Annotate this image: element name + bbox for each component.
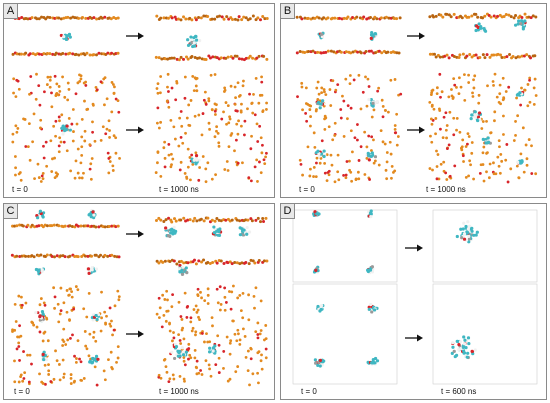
panel-b-scene [295,12,538,184]
membrane [154,216,268,224]
membrane [11,51,120,57]
molecule-cluster [35,209,46,220]
molecule-cluster [186,34,202,49]
molecule-cluster [455,220,479,244]
molecule-cluster [238,225,252,237]
arrow-right-icon [407,32,425,40]
membrane [10,253,121,259]
molecule-cluster [369,31,378,41]
molecule-cluster [481,136,492,146]
molecule-cluster [59,32,72,42]
panel-c-time-end: t = 1000 ns [159,387,199,396]
arrow-right-icon [126,32,144,40]
sim-box [292,283,398,385]
panel-a-scene [11,14,269,184]
molecule-cluster [190,154,201,166]
membrane [295,49,401,55]
bead-field [155,284,268,387]
membrane [154,54,269,62]
bead-field [428,72,538,184]
molecule-cluster [367,209,373,219]
molecule-cluster [178,263,189,276]
molecule-cluster [85,266,99,276]
molecule-cluster [90,312,101,322]
molecule-cluster [366,265,375,275]
molecule-cluster [34,309,46,323]
molecule-cluster [211,225,223,237]
molecule-cluster [163,225,178,238]
panel-d-scene [292,209,538,385]
bead-field [11,72,121,183]
panel-b-time-end: t = 1000 ns [426,185,466,194]
molecule-cluster [367,302,379,314]
molecule-cluster [365,151,378,162]
arrow-right-icon [405,334,423,342]
panel-b-time-start: t = 0 [299,185,315,194]
panel-b-label: B [281,4,295,19]
membrane [155,258,269,266]
molecule-cluster [314,149,327,159]
molecule-cluster [513,19,527,31]
arrow-right-icon [126,126,144,134]
molecule-cluster [316,303,325,313]
molecule-cluster [170,343,189,361]
panel-d-time-end: t = 600 ns [441,387,477,396]
molecule-cluster [315,99,326,110]
molecule-cluster [450,335,477,360]
membrane [295,15,402,21]
panel-c-time-start: t = 0 [14,387,30,396]
membrane [11,223,120,229]
panel-a-label: A [4,4,18,19]
molecule-cluster [41,350,49,362]
sim-box [432,283,538,385]
arrow-right-icon [126,330,144,338]
molecule-cluster [88,354,100,365]
molecule-cluster [312,265,320,274]
arrow-right-icon [405,244,423,252]
bead-field [296,73,403,184]
molecule-cluster [474,22,488,33]
membrane [428,52,537,60]
molecule-cluster [34,267,46,276]
molecule-cluster [367,97,380,108]
molecule-cluster [317,31,325,40]
molecule-cluster [60,124,72,136]
panel-c-scene [10,208,269,387]
panel-b: B t = 0 t = 1000 ns [280,3,547,198]
panel-a: A t = 0 t = 1000 ns [3,3,275,198]
molecule-cluster [469,109,483,123]
panel-c: C t = 0 t = 1000 ns [3,203,275,400]
molecule-cluster [313,358,326,368]
molecule-cluster [207,344,217,355]
panel-d-time-start: t = 0 [301,387,317,396]
sim-box [292,209,398,283]
bead-field [154,72,268,184]
membrane [155,14,269,22]
panel-d-label: D [281,204,295,219]
molecule-cluster [312,210,321,217]
arrow-right-icon [126,230,144,238]
bead-field [11,285,121,387]
panel-a-time-start: t = 0 [12,185,28,194]
molecule-cluster [87,208,97,220]
panel-c-label: C [4,204,18,219]
molecule-cluster [516,159,524,165]
molecule-cluster [366,356,380,366]
arrow-right-icon [407,126,425,134]
panel-d: D t = 0 t = 600 ns [280,203,547,400]
membrane [428,12,538,20]
membrane [11,15,120,21]
molecule-cluster [515,90,525,97]
panel-a-time-end: t = 1000 ns [159,185,199,194]
sim-box [432,209,538,283]
